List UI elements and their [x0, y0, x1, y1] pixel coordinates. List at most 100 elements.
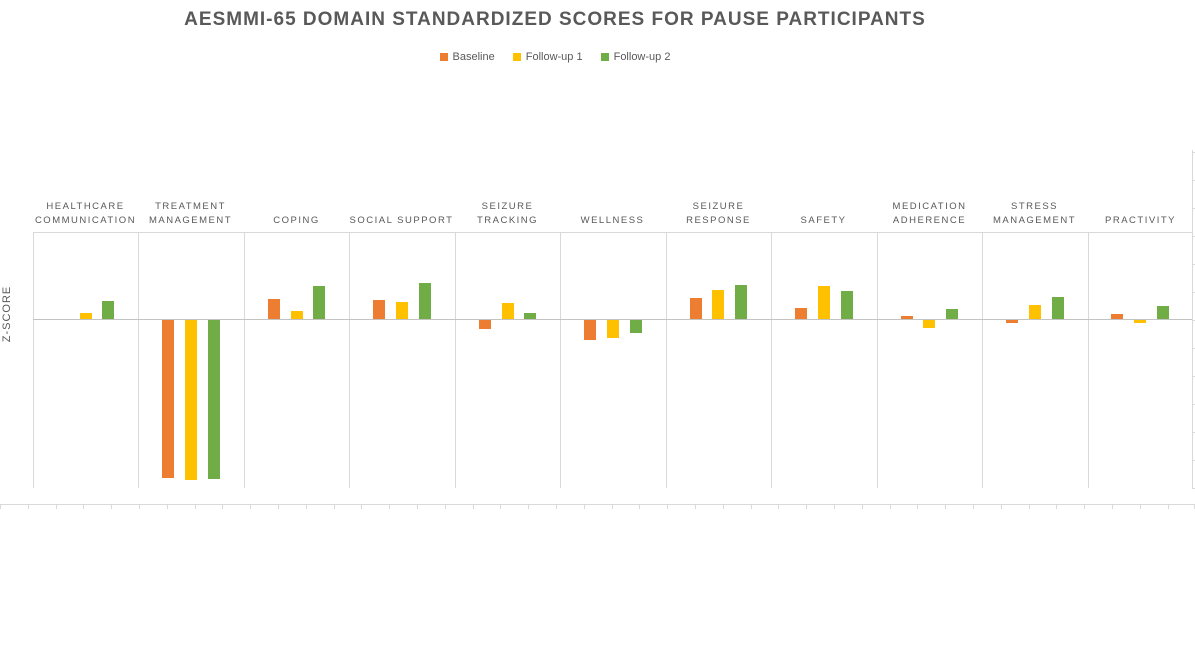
- x-axis-tick: [806, 505, 807, 509]
- category-gridline: [877, 232, 878, 488]
- plot-top-border: [33, 232, 1193, 233]
- right-axis-tick: [1192, 208, 1195, 209]
- x-axis-tick: [167, 505, 168, 509]
- category-gridline: [138, 232, 139, 488]
- x-axis-tick: [195, 505, 196, 509]
- bar-baseline: [1006, 320, 1018, 323]
- x-axis-tick: [28, 505, 29, 509]
- x-axis-tick: [862, 505, 863, 509]
- x-axis-tick: [723, 505, 724, 509]
- x-axis-tick: [334, 505, 335, 509]
- bar-follow-up2: [946, 309, 958, 319]
- category-label: WELLNESS: [580, 215, 645, 227]
- x-axis-tick: [83, 505, 84, 509]
- category-label: SEIZURE RESPONSE: [686, 201, 751, 227]
- category-label: PRACTIVITY: [1105, 215, 1176, 227]
- legend-swatch-icon: [600, 53, 609, 61]
- category-label: SOCIAL SUPPORT: [349, 215, 454, 227]
- x-axis-tick: [417, 505, 418, 509]
- category-gridline: [1088, 232, 1089, 488]
- legend-item-followup1: Follow-up 1: [512, 51, 583, 63]
- category-gridline: [666, 232, 667, 488]
- right-axis-tick: [1192, 292, 1195, 293]
- x-axis-tick: [139, 505, 140, 509]
- bar-baseline: [795, 308, 807, 319]
- x-axis-tick: [361, 505, 362, 509]
- legend-swatch-icon: [439, 53, 448, 61]
- category-label: TREATMENT MANAGEMENT: [148, 201, 233, 227]
- x-axis-tick: [917, 505, 918, 509]
- bar-follow-up2: [1157, 306, 1169, 319]
- right-axis-tick: [1192, 264, 1195, 265]
- bar-baseline: [584, 320, 596, 340]
- x-axis-tick: [612, 505, 613, 509]
- bar-follow-up1: [185, 320, 197, 480]
- x-axis-tick: [0, 505, 1, 509]
- category-gridline: [560, 232, 561, 488]
- right-axis-tick: [1192, 348, 1195, 349]
- right-axis-line: [1192, 150, 1193, 488]
- bar-follow-up2: [313, 286, 325, 319]
- bar-baseline: [268, 299, 280, 319]
- x-axis-line: [0, 504, 1195, 505]
- legend-label: Follow-up 2: [613, 51, 671, 63]
- legend-swatch-icon: [512, 53, 521, 61]
- x-axis-tick: [250, 505, 251, 509]
- x-axis-tick: [473, 505, 474, 509]
- x-axis-tick: [1140, 505, 1141, 509]
- right-axis-tick: [1192, 460, 1195, 461]
- chart-title: AESMMI-65 DOMAIN STANDARDIZED SCORES FOR…: [184, 9, 926, 30]
- x-axis-tick: [973, 505, 974, 509]
- x-axis-tick: [389, 505, 390, 509]
- x-axis-tick: [306, 505, 307, 509]
- x-axis-tick: [584, 505, 585, 509]
- bar-baseline: [162, 320, 174, 478]
- category-gridline: [244, 232, 245, 488]
- x-axis-tick: [639, 505, 640, 509]
- x-axis-tick: [222, 505, 223, 509]
- bar-follow-up1: [502, 303, 514, 319]
- legend-item-followup2: Follow-up 2: [600, 51, 671, 63]
- x-axis-tick: [751, 505, 752, 509]
- category-label: SAFETY: [800, 215, 847, 227]
- category-gridline: [349, 232, 350, 488]
- category-gridline: [982, 232, 983, 488]
- category-gridline: [455, 232, 456, 488]
- bar-baseline: [373, 300, 385, 319]
- category-label: COPING: [273, 215, 320, 227]
- legend: Baseline Follow-up 1 Follow-up 2: [0, 51, 1110, 63]
- bar-follow-up2: [841, 291, 853, 319]
- x-axis-tick: [1001, 505, 1002, 509]
- x-axis-tick: [528, 505, 529, 509]
- x-axis-tick: [1029, 505, 1030, 509]
- bar-baseline: [479, 320, 491, 329]
- x-axis-tick: [1056, 505, 1057, 509]
- right-axis-tick: [1192, 180, 1195, 181]
- x-axis-tick: [778, 505, 779, 509]
- category-label: SEIZURE TRACKING: [476, 201, 539, 227]
- bar-follow-up2: [630, 320, 642, 333]
- bar-follow-up1: [80, 313, 92, 319]
- bar-baseline: [690, 298, 702, 319]
- x-axis-tick: [500, 505, 501, 509]
- bar-follow-up2: [419, 283, 431, 319]
- legend-label: Baseline: [452, 51, 495, 63]
- legend-item-baseline: Baseline: [439, 51, 495, 63]
- bar-follow-up1: [923, 320, 935, 328]
- x-axis-tick: [1112, 505, 1113, 509]
- right-axis-tick: [1192, 376, 1195, 377]
- bar-follow-up1: [1134, 320, 1146, 323]
- x-axis-tick: [1168, 505, 1169, 509]
- right-axis-tick: [1192, 488, 1195, 489]
- right-axis-tick: [1192, 236, 1195, 237]
- right-axis-tick: [1192, 152, 1195, 153]
- x-axis-tick: [890, 505, 891, 509]
- x-axis-tick: [695, 505, 696, 509]
- bar-follow-up2: [208, 320, 220, 479]
- bar-follow-up2: [524, 313, 536, 319]
- x-axis-tick: [1084, 505, 1085, 509]
- category-gridline: [33, 232, 34, 488]
- bar-follow-up1: [291, 311, 303, 319]
